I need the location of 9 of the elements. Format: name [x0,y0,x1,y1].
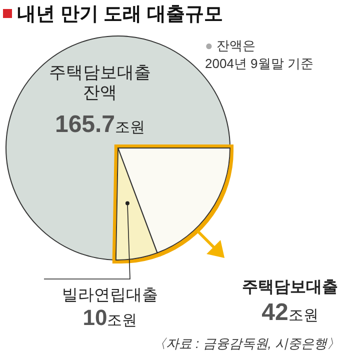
chart-title: 내년 만기 도래 대출규모 [17,4,223,25]
text: ● 잔액은 2004년 9월말 기준 [205,38,314,71]
slice-label: 빌라연립대출 [62,287,158,304]
text: 10조원 [82,305,138,330]
text: 〈자료 : 금융감독원, 시중은행〉 [152,336,340,351]
slice-label: 주택담보대출 잔액 [49,63,151,102]
text: 165.7조원 [54,111,146,138]
slice-label: 주택담보대출 [242,279,338,296]
text: 42조원 [262,299,318,326]
